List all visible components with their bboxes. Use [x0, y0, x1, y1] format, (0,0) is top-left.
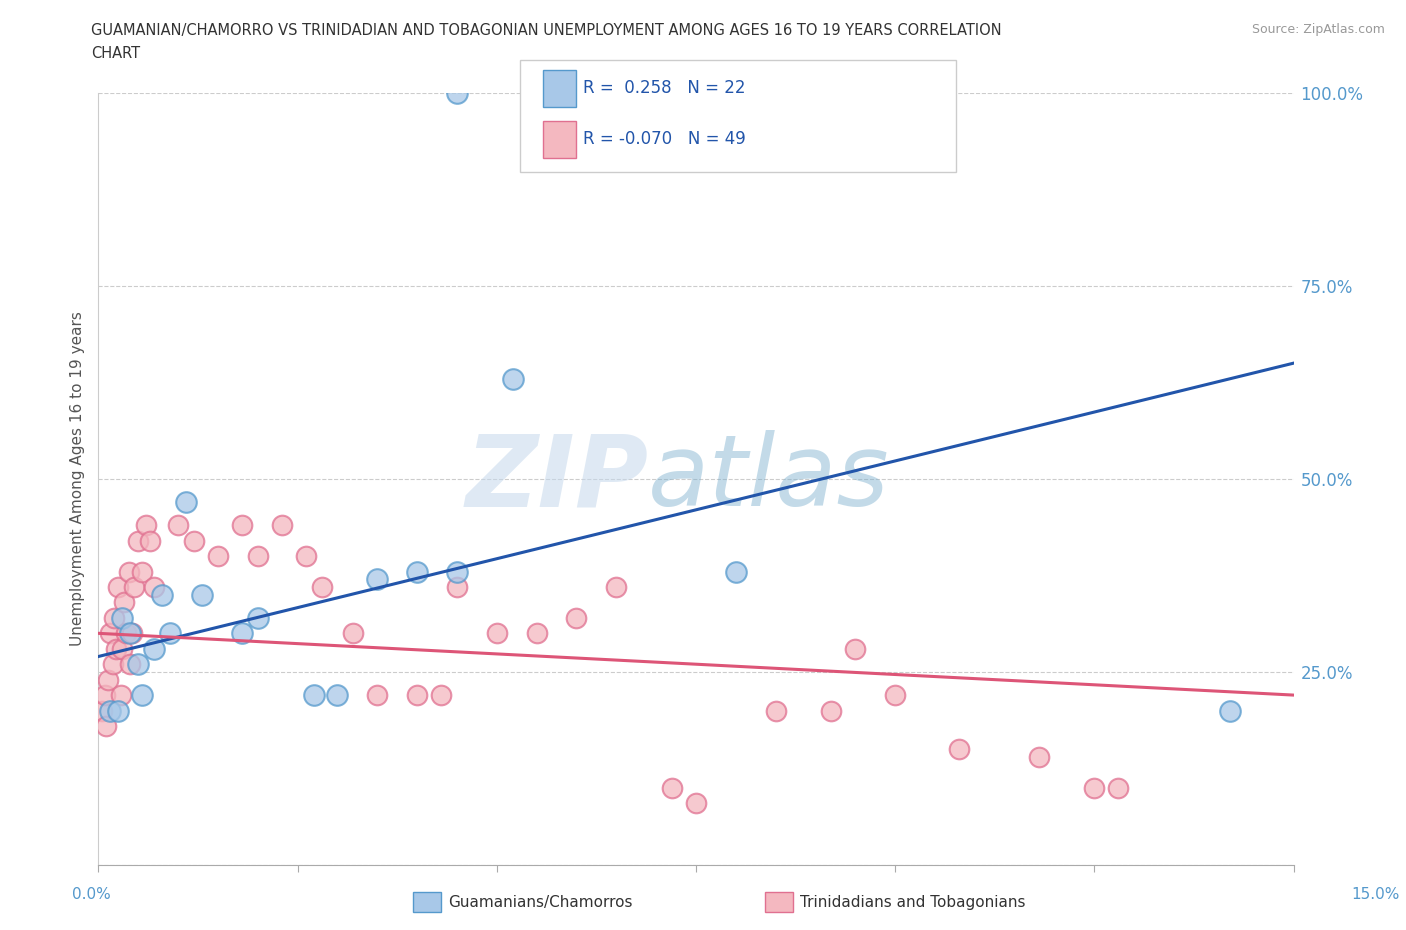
- Point: [97, 672, 120, 687]
- Point: [661, 780, 683, 795]
- Point: [820, 703, 842, 718]
- Point: [311, 579, 333, 594]
- Point: [270, 518, 292, 533]
- Point: [98, 703, 122, 718]
- Point: [111, 610, 134, 625]
- Point: [131, 687, 153, 702]
- Point: [326, 687, 349, 702]
- Point: [294, 549, 316, 564]
- Text: R =  0.258   N = 22: R = 0.258 N = 22: [583, 79, 747, 97]
- Point: [246, 549, 269, 564]
- Text: atlas: atlas: [648, 431, 890, 527]
- Point: [207, 549, 229, 564]
- Point: [115, 626, 138, 641]
- Point: [446, 565, 468, 579]
- Point: [131, 565, 153, 579]
- Point: [183, 533, 205, 548]
- Point: [1083, 780, 1105, 795]
- Point: [121, 626, 143, 641]
- Point: [1107, 780, 1129, 795]
- Point: [565, 610, 588, 625]
- Point: [765, 703, 787, 718]
- Point: [1028, 750, 1050, 764]
- Point: [366, 572, 388, 587]
- Point: [98, 626, 122, 641]
- Point: [103, 610, 125, 625]
- Point: [120, 657, 142, 671]
- Point: [844, 642, 866, 657]
- Point: [231, 626, 253, 641]
- Point: [526, 626, 548, 641]
- Point: [107, 579, 129, 594]
- Text: ZIP: ZIP: [465, 431, 648, 527]
- Point: [174, 495, 197, 510]
- Text: GUAMANIAN/CHAMORRO VS TRINIDADIAN AND TOBAGONIAN UNEMPLOYMENT AMONG AGES 16 TO 1: GUAMANIAN/CHAMORRO VS TRINIDADIAN AND TO…: [91, 23, 1002, 38]
- Point: [159, 626, 181, 641]
- Text: Source: ZipAtlas.com: Source: ZipAtlas.com: [1251, 23, 1385, 36]
- Point: [120, 626, 142, 641]
- Point: [406, 565, 429, 579]
- Point: [94, 687, 117, 702]
- Point: [104, 642, 127, 657]
- Point: [1219, 703, 1241, 718]
- Point: [150, 588, 173, 603]
- Point: [143, 579, 166, 594]
- Point: [143, 642, 166, 657]
- Point: [502, 371, 524, 386]
- Point: [724, 565, 747, 579]
- Y-axis label: Unemployment Among Ages 16 to 19 years: Unemployment Among Ages 16 to 19 years: [69, 312, 84, 646]
- Point: [406, 687, 429, 702]
- Point: [96, 719, 118, 734]
- Point: [605, 579, 627, 594]
- Point: [446, 86, 468, 100]
- Point: [685, 796, 707, 811]
- Point: [485, 626, 508, 641]
- Point: [127, 657, 149, 671]
- Text: R = -0.070   N = 49: R = -0.070 N = 49: [583, 130, 747, 148]
- Point: [110, 687, 132, 702]
- Point: [139, 533, 162, 548]
- Text: 15.0%: 15.0%: [1351, 887, 1399, 902]
- Point: [948, 742, 970, 757]
- Point: [135, 518, 157, 533]
- Point: [111, 642, 134, 657]
- Point: [366, 687, 388, 702]
- Point: [91, 703, 114, 718]
- Text: CHART: CHART: [91, 46, 141, 61]
- Point: [246, 610, 269, 625]
- Point: [231, 518, 253, 533]
- Text: Guamanians/Chamorros: Guamanians/Chamorros: [449, 895, 633, 910]
- Point: [107, 703, 129, 718]
- Point: [101, 657, 124, 671]
- Point: [430, 687, 453, 702]
- Point: [167, 518, 190, 533]
- Point: [124, 579, 146, 594]
- Point: [884, 687, 907, 702]
- Point: [302, 687, 325, 702]
- Point: [127, 533, 149, 548]
- Point: [191, 588, 214, 603]
- Point: [118, 565, 141, 579]
- Point: [446, 579, 468, 594]
- Text: Trinidadians and Tobagonians: Trinidadians and Tobagonians: [800, 895, 1025, 910]
- Point: [342, 626, 364, 641]
- Text: 0.0%: 0.0%: [72, 887, 111, 902]
- Point: [112, 595, 135, 610]
